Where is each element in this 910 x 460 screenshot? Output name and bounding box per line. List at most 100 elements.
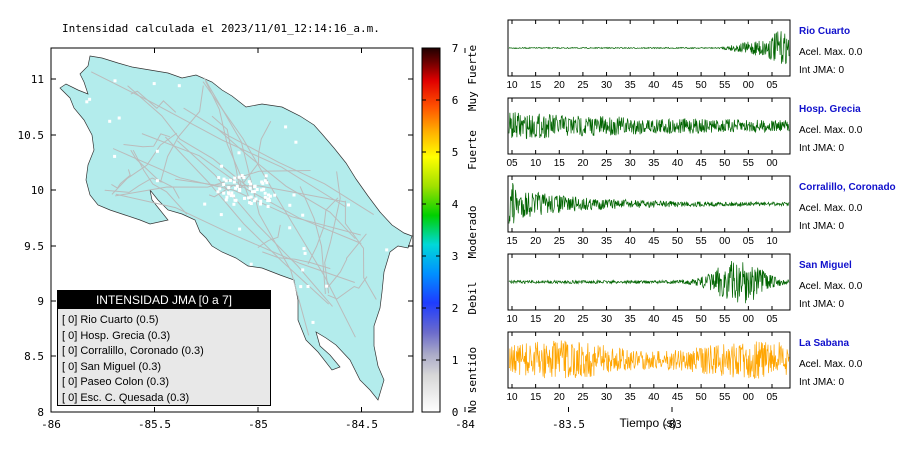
time-tick-label: 10 — [530, 158, 542, 169]
colorbar-category-label: Debil — [466, 281, 479, 314]
station-marker — [268, 194, 272, 198]
station-marker — [248, 201, 252, 205]
time-tick-label: 30 — [601, 392, 613, 403]
station-marker — [385, 248, 389, 252]
map-x-axis: -86 -85.5 -85 -84.5 -84 -83.5 -83 — [41, 48, 682, 431]
time-tick-label: 45 — [696, 158, 708, 169]
time-tick-label: 10 — [506, 80, 518, 91]
time-tick-label: 30 — [577, 236, 589, 247]
station-marker — [249, 195, 253, 199]
waveform-trace — [508, 183, 790, 224]
legend-header: INTENSIDAD JMA [0 a 7] — [58, 291, 270, 309]
station-marker — [301, 268, 305, 272]
map-y-tick-label: 9 — [37, 295, 44, 308]
station-marker — [243, 196, 246, 200]
map-x-tick-label: -86 — [41, 418, 61, 431]
map-x-tick-label: -84.5 — [345, 418, 378, 431]
time-tick-label: 55 — [743, 158, 755, 169]
station-marker — [265, 181, 269, 185]
time-tick-label: 20 — [554, 314, 566, 325]
colorbar-tick-label: 7 — [452, 42, 459, 55]
colorbar-tick-label: 1 — [452, 354, 459, 367]
station-marker — [266, 205, 270, 208]
station-marker — [227, 186, 231, 190]
station-marker — [299, 285, 303, 289]
colorbar-category-label: Muy Fuerte — [466, 45, 479, 111]
station-marker — [232, 194, 236, 198]
time-tick-label: 05 — [766, 80, 778, 91]
time-tick-label: 10 — [766, 236, 778, 247]
station-marker — [234, 186, 238, 190]
station-marker — [247, 180, 251, 184]
station-marker — [219, 213, 223, 217]
time-tick-label: 45 — [672, 80, 684, 91]
time-tick-label: 35 — [625, 314, 637, 325]
time-tick-label: 10 — [506, 314, 518, 325]
station-marker — [273, 193, 277, 197]
colorbar-tick-label: 0 — [452, 406, 459, 419]
station-marker — [238, 227, 242, 231]
costa-rica-landmass — [59, 55, 413, 401]
colorbar-tick-label: 4 — [452, 198, 459, 211]
waveform-panel: 10 15 20 25 30 35 40 45 50 55 00 05 La Sabana Acel. M… — [506, 331, 863, 403]
station-marker — [262, 187, 266, 191]
colorbar-category-label: No sentido — [466, 347, 479, 413]
time-tick-label: 05 — [743, 236, 755, 247]
station-accel: Acel. Max. 0.0 — [799, 359, 863, 370]
station-marker — [232, 202, 236, 206]
station-marker — [263, 191, 267, 195]
station-marker — [288, 226, 292, 230]
station-marker — [260, 188, 264, 192]
legend-item: [ 0] San Miguel (0.3) — [62, 360, 162, 373]
time-tick-label: 40 — [648, 80, 660, 91]
map-x-tick-label: -84 — [455, 418, 475, 431]
time-tick-label: 30 — [601, 80, 613, 91]
time-tick-label: 15 — [530, 80, 542, 91]
station-marker — [113, 79, 117, 83]
time-tick-label: 20 — [554, 80, 566, 91]
map-x-tick-label: -83 — [662, 418, 682, 431]
waveform-x-axis-label: Tiempo (s) — [620, 416, 677, 430]
station-intensity: Int JMA: 0 — [799, 221, 844, 232]
station-marker — [263, 179, 267, 183]
time-tick-label: 35 — [625, 392, 637, 403]
station-marker — [222, 191, 226, 195]
station-markers — [85, 79, 389, 324]
station-marker — [284, 125, 288, 129]
station-marker — [301, 213, 305, 217]
station-marker — [117, 116, 121, 120]
time-tick-label: 30 — [625, 158, 637, 169]
station-marker — [267, 193, 270, 197]
station-marker — [251, 190, 254, 194]
station-marker — [113, 154, 117, 158]
waveform-panel: 15 20 25 30 35 40 45 50 55 00 05 10 Corralillo, Coro… — [506, 175, 896, 247]
time-tick-label: 05 — [766, 392, 778, 403]
station-marker — [233, 176, 237, 180]
station-name: Rio Cuarto — [799, 26, 850, 37]
legend-item: [ 0] Corralillo, Coronado (0.3) — [62, 345, 204, 357]
time-tick-label: 25 — [577, 80, 589, 91]
time-tick-label: 35 — [648, 158, 660, 169]
map-x-tick-label: -83.5 — [552, 418, 585, 431]
station-marker — [302, 247, 306, 251]
time-tick-label: 35 — [601, 236, 613, 247]
station-intensity: Int JMA: 0 — [799, 143, 844, 154]
time-tick-label: 15 — [554, 158, 566, 169]
station-marker — [253, 190, 257, 194]
map-y-tick-label: 8.5 — [24, 350, 44, 363]
station-marker — [222, 177, 226, 181]
station-marker — [253, 185, 257, 189]
station-marker — [230, 191, 234, 195]
map-y-axis: 11 10.5 10 9.5 9 8.5 8 — [18, 73, 413, 419]
map-x-tick-label: -85.5 — [138, 418, 171, 431]
colorbar-tick-label: 2 — [452, 302, 459, 315]
time-tick-label: 05 — [766, 314, 778, 325]
time-tick-label: 25 — [554, 236, 566, 247]
station-marker — [347, 203, 350, 207]
station-marker — [303, 251, 307, 255]
waveform-trace — [508, 340, 790, 379]
station-marker — [220, 164, 224, 168]
time-tick-label: 15 — [530, 314, 542, 325]
station-marker — [247, 196, 251, 200]
